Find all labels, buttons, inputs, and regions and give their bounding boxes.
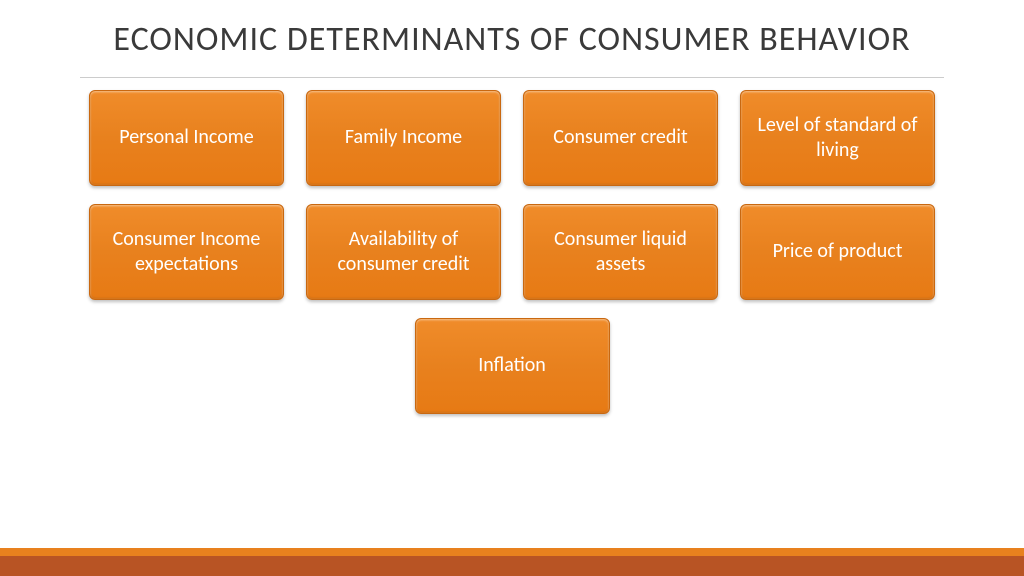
grid-row-3: Inflation bbox=[415, 318, 610, 414]
grid-row-1: Personal Income Family Income Consumer c… bbox=[89, 90, 935, 186]
box-price-of-product: Price of product bbox=[740, 204, 935, 300]
slide-title: ECONOMIC DETERMINANTS OF CONSUMER BEHAVI… bbox=[0, 0, 1024, 71]
box-income-expectations: Consumer Income expectations bbox=[89, 204, 284, 300]
box-personal-income: Personal Income bbox=[89, 90, 284, 186]
box-liquid-assets: Consumer liquid assets bbox=[523, 204, 718, 300]
box-family-income: Family Income bbox=[306, 90, 501, 186]
box-consumer-credit: Consumer credit bbox=[523, 90, 718, 186]
footer-bar bbox=[0, 556, 1024, 576]
footer-accent-bar bbox=[0, 548, 1024, 556]
box-standard-of-living: Level of standard of living bbox=[740, 90, 935, 186]
box-availability-credit: Availability of consumer credit bbox=[306, 204, 501, 300]
box-inflation: Inflation bbox=[415, 318, 610, 414]
determinants-grid: Personal Income Family Income Consumer c… bbox=[0, 78, 1024, 414]
grid-row-2: Consumer Income expectations Availabilit… bbox=[89, 204, 935, 300]
